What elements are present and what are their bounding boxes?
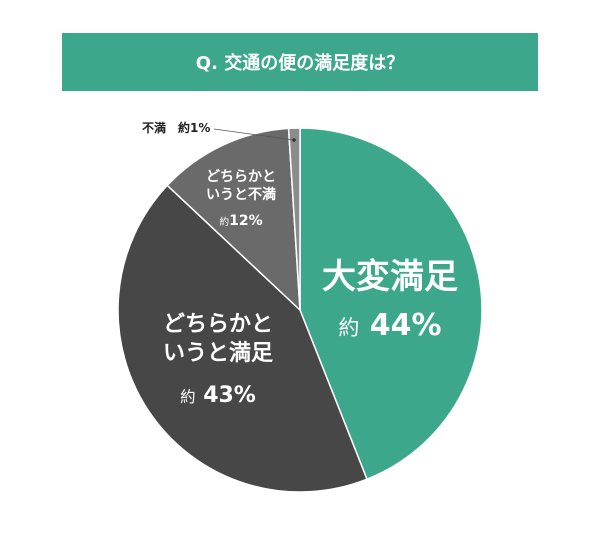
pie-slice: [287, 127, 301, 311]
pie-slice: [166, 127, 301, 312]
slice-label: どちらかというと不満: [206, 169, 276, 204]
slice-label: どちらかというと満足: [162, 312, 273, 366]
slice-label: 大変満足: [322, 257, 458, 297]
value-label: 約1%: [178, 121, 211, 135]
pie-slice: [299, 127, 483, 481]
slice-label: 不満: [142, 121, 167, 135]
value-label: 約 43%: [180, 383, 256, 408]
value-label: 約12%: [219, 213, 263, 229]
leader-dot: [292, 138, 296, 142]
pie-slice: [117, 184, 368, 493]
leader-line: [213, 128, 295, 141]
chart-title: Q. 交通の便の満足度は？: [62, 33, 538, 91]
value-label: 約 44%: [338, 308, 442, 343]
